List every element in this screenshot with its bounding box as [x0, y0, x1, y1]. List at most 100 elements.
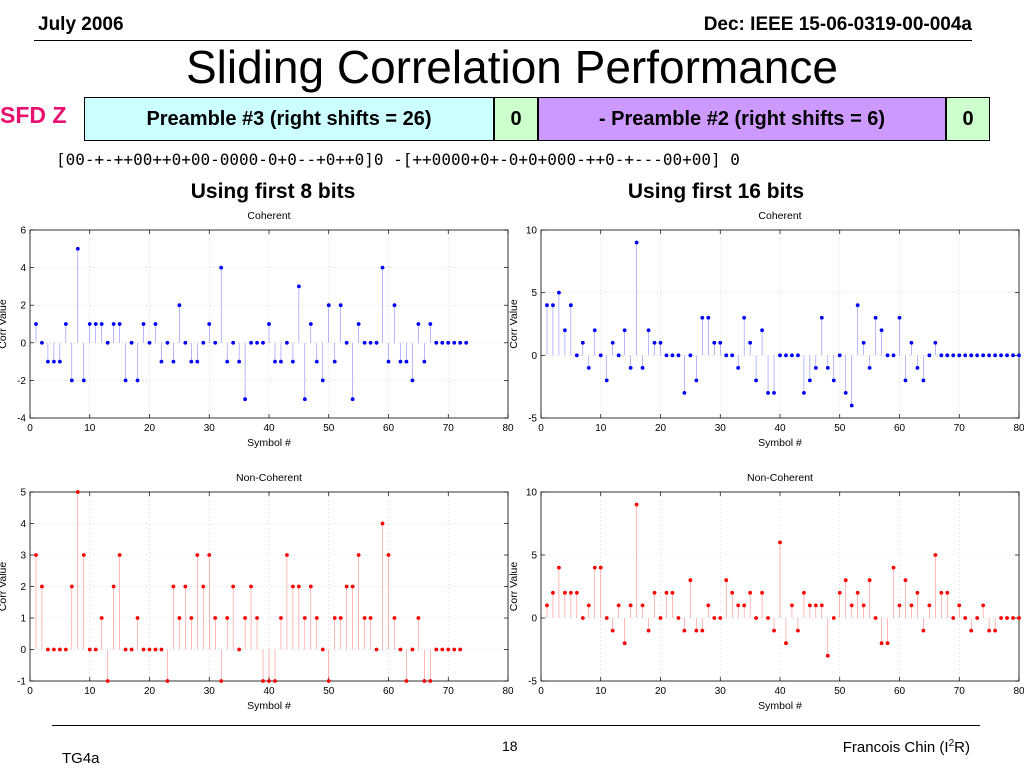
chart3-data-point — [141, 647, 146, 652]
chart1-data-point — [213, 340, 218, 345]
chart2-data-point — [999, 353, 1003, 358]
author-text-end: R) — [954, 739, 970, 756]
header-date: July 2006 — [38, 14, 124, 35]
chart2-data-point — [730, 353, 735, 358]
chart2-data-point — [772, 391, 776, 395]
chart4-data-point — [724, 578, 729, 583]
chart1-x-tick-label: 20 — [144, 423, 156, 434]
chart1-data-point — [231, 340, 236, 345]
chart4-data-point — [915, 590, 920, 595]
chart1-data-point — [255, 340, 259, 345]
chart3-data-point — [195, 553, 200, 557]
chart1-data-point — [147, 340, 152, 345]
chart2-x-tick-label: 60 — [894, 423, 906, 434]
chart2-data-point — [819, 315, 824, 320]
chart1-y-tick-label: 4 — [20, 263, 26, 274]
chart1-x-tick-label: 40 — [263, 423, 275, 434]
chart1-data-point — [249, 340, 253, 345]
chart3-data-point — [296, 584, 301, 589]
chart4-data-point — [951, 616, 956, 620]
chart2-data-point — [927, 353, 932, 358]
chart3-data-point — [159, 647, 164, 652]
chart2-data-point — [855, 303, 860, 308]
chart3-data-point — [111, 584, 116, 589]
chart1-data-point — [279, 359, 283, 364]
chart4-data-point — [557, 565, 561, 570]
subtitle-first-8-bits: Using first 8 bits — [190, 180, 356, 203]
chart1-data-point — [458, 340, 463, 345]
chart3-y-axis-label: Corr Value — [0, 562, 9, 612]
chart4-data-point — [1005, 616, 1009, 620]
chart1-data-point — [165, 340, 170, 345]
chart1-x-axis-label: Symbol # — [247, 437, 291, 449]
chart3-data-point — [440, 647, 445, 652]
chart1-data-point — [63, 322, 68, 326]
chart3-data-point — [434, 647, 439, 652]
chart3-data-point — [332, 616, 337, 620]
chart2-data-point — [837, 353, 842, 358]
chart2-data-point — [634, 240, 639, 245]
chart4-data-point — [873, 616, 878, 620]
chart1-data-point — [69, 378, 74, 383]
chart3-data-point — [34, 553, 38, 557]
chart4-data-point — [802, 590, 806, 595]
chart3-data-point — [458, 647, 463, 652]
chart4-data-point — [987, 628, 992, 633]
chart4-data-point — [646, 628, 651, 633]
chart4-data-point — [1011, 616, 1015, 620]
chart3-title: Non-Coherent — [236, 472, 302, 484]
chart1-y-tick-label: 6 — [20, 226, 26, 237]
chart2-data-point — [802, 391, 806, 395]
chart1-data-point — [129, 340, 134, 345]
chart4-data-point — [688, 578, 693, 583]
chart1-data-point — [416, 322, 421, 326]
chart4-data-point — [706, 603, 711, 608]
chart1-y-tick-label: 0 — [20, 338, 26, 349]
chart2-data-point — [551, 303, 555, 308]
chart3-data-point — [410, 647, 415, 652]
chart4-y-tick-label: 10 — [526, 488, 538, 499]
zero-label-2: 0 — [962, 107, 974, 130]
chart3-data-point — [207, 553, 212, 557]
chart1-data-point — [291, 359, 295, 364]
chart3-x-tick-label: 50 — [323, 686, 335, 697]
header-rule — [34, 40, 972, 41]
chart1-data-point — [296, 284, 301, 289]
chart4-data-point — [586, 603, 591, 608]
chart4-data-point — [694, 628, 699, 633]
chart4-data-point — [807, 603, 812, 608]
chart1-data-point — [243, 397, 248, 402]
chart4-x-tick-label: 10 — [595, 686, 607, 697]
chart4-title: Non-Coherent — [747, 472, 813, 484]
chart3-x-axis-label: Symbol # — [247, 700, 291, 712]
chart4-data-point — [676, 616, 681, 620]
chart2-data-point — [1011, 353, 1015, 358]
chart4-data-point — [999, 616, 1003, 620]
chart1-data-point — [189, 359, 194, 364]
chart4-data-point — [610, 628, 615, 633]
chart1-data-point — [308, 322, 313, 326]
chart1-x-tick-label: 60 — [383, 423, 395, 434]
chart2-data-point — [760, 328, 764, 333]
chart2-data-point — [951, 353, 956, 358]
chart2-data-point — [706, 315, 711, 320]
chart2-data-point — [580, 340, 585, 345]
chart2-x-tick-label: 20 — [655, 423, 667, 434]
chart4-data-point — [682, 628, 687, 633]
chart1-data-point — [285, 340, 289, 345]
chart1-data-point — [422, 359, 427, 364]
chart4-data-point — [563, 590, 567, 595]
author-text: Francois Chin (I — [842, 739, 949, 756]
chart1-data-point — [404, 359, 409, 364]
chart1-y-tick-label: -4 — [17, 414, 26, 425]
chart2-data-point — [891, 353, 896, 358]
chart2-data-point — [700, 315, 705, 320]
chart4-data-point — [879, 641, 884, 646]
chart4-data-point — [742, 603, 747, 608]
chart1-data-point — [159, 359, 164, 364]
chart3-data-point — [314, 616, 319, 620]
chart4-data-point — [909, 603, 914, 608]
chart2-data-point — [897, 315, 902, 320]
chart2-data-point — [676, 353, 681, 358]
chart3-data-point — [135, 616, 140, 620]
